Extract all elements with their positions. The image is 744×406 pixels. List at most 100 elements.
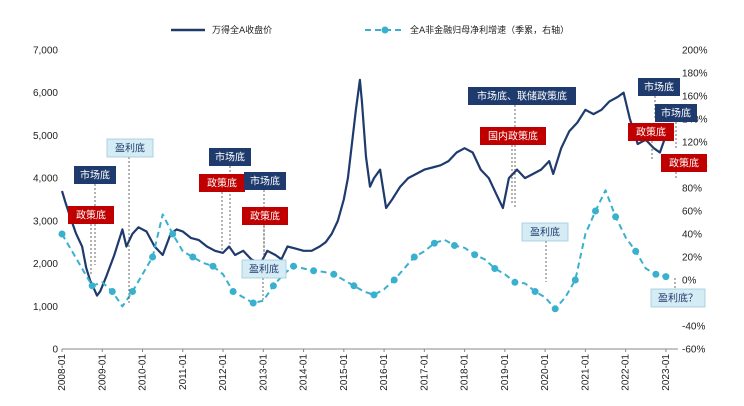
y-tick-left: 3,000 bbox=[33, 216, 58, 227]
series-2-point bbox=[430, 239, 438, 247]
legend-label-series-2: 全A非金融归母净利增速（季累，右轴） bbox=[410, 24, 569, 36]
series-2-point bbox=[390, 276, 398, 284]
annotation-label: 政策底 bbox=[207, 177, 237, 190]
series-2-point bbox=[592, 207, 599, 215]
annotation-label: 盈利底 bbox=[115, 142, 145, 155]
annotation-box bbox=[244, 172, 286, 190]
axes: 0 1,000 2,000 3,000 4,000 5,000 6,000 7,000 -60%… bbox=[33, 46, 708, 391]
series-2-point bbox=[350, 282, 358, 290]
y-tick-right: -40% bbox=[682, 322, 705, 333]
series-2-point bbox=[269, 282, 277, 290]
series-2-point bbox=[652, 270, 660, 278]
annotation-box bbox=[661, 154, 707, 172]
annotation-label: 政策底 bbox=[76, 209, 106, 222]
series-2-point bbox=[571, 276, 579, 284]
annotation-box bbox=[74, 166, 116, 184]
y-tick-left: 4,000 bbox=[33, 174, 58, 185]
series-2-point bbox=[491, 265, 499, 272]
y-tick-right: 160% bbox=[682, 92, 708, 103]
x-tick-label: 2022-01 bbox=[621, 354, 632, 391]
y-tick-right: 200% bbox=[682, 46, 708, 57]
series-2-point bbox=[88, 282, 96, 290]
annotation-label: 政策底 bbox=[636, 126, 666, 139]
series-layer bbox=[58, 78, 675, 313]
series-2-point bbox=[612, 213, 620, 221]
series-2-point bbox=[370, 291, 378, 299]
series-2-point bbox=[310, 267, 318, 275]
x-tick-label: 2015-01 bbox=[339, 354, 350, 391]
series-2-point bbox=[410, 253, 418, 261]
x-tick-label: 2011-01 bbox=[178, 354, 189, 390]
annotation-label: 盈利底？ bbox=[658, 292, 698, 305]
series-2-point bbox=[108, 288, 116, 295]
annotation-box bbox=[199, 174, 245, 192]
annotation-box bbox=[242, 207, 288, 225]
legend-marker-series-2 bbox=[381, 26, 389, 34]
annotation-box bbox=[650, 288, 706, 308]
series-2-point bbox=[632, 247, 640, 255]
annotation-label: 政策底 bbox=[250, 210, 280, 223]
series-2-point bbox=[169, 230, 177, 238]
series-2-point bbox=[249, 299, 257, 307]
series-2-point bbox=[551, 305, 559, 313]
annotation-label: 国内政策底 bbox=[488, 130, 538, 143]
y-tick-left: 7,000 bbox=[33, 46, 58, 57]
series-2-point bbox=[209, 262, 217, 270]
y-tick-right: 20% bbox=[682, 253, 702, 264]
annotation-box bbox=[468, 87, 576, 105]
x-tick-label: 2008-01 bbox=[57, 354, 68, 391]
annotation-label: 市场底 bbox=[250, 175, 280, 188]
series-2-point bbox=[330, 270, 338, 278]
y-tick-left: 0 bbox=[52, 345, 58, 356]
series-2-point bbox=[229, 288, 237, 295]
annotation-label: 市场底、联储政策底 bbox=[477, 90, 567, 103]
annotation-label: 市场底 bbox=[215, 151, 245, 164]
annotation-box bbox=[638, 78, 680, 96]
series-2-point bbox=[451, 242, 458, 249]
y-tick-right: 120% bbox=[682, 138, 708, 149]
y-tick-right: 180% bbox=[682, 69, 708, 80]
series-2-point bbox=[471, 251, 479, 259]
x-tick-label: 2012-01 bbox=[218, 354, 229, 391]
series-2-point bbox=[290, 262, 297, 270]
y-tick-right: 40% bbox=[682, 230, 702, 241]
x-tick-label: 2010-01 bbox=[138, 354, 149, 391]
annotation-box bbox=[241, 259, 287, 279]
annotation-box bbox=[521, 222, 569, 242]
x-tick-label: 2018-01 bbox=[460, 354, 471, 391]
annotation-box bbox=[480, 127, 546, 145]
x-tick-label: 2009-01 bbox=[97, 354, 108, 391]
x-tick-label: 2014-01 bbox=[299, 354, 310, 391]
y-tick-right: 60% bbox=[682, 207, 702, 218]
y-tick-right: 80% bbox=[682, 184, 702, 195]
y-tick-left: 2,000 bbox=[33, 259, 58, 270]
annotation-box bbox=[628, 123, 674, 141]
y-tick-left: 1,000 bbox=[33, 302, 58, 313]
x-tick-label: 2017-01 bbox=[419, 354, 430, 391]
series-line-2 bbox=[61, 189, 667, 310]
annotation-label: 盈利底 bbox=[249, 263, 279, 276]
x-tick-label: 2021-01 bbox=[580, 354, 591, 391]
series-2-point bbox=[129, 288, 136, 295]
annotation-box bbox=[68, 206, 114, 224]
x-tick-label: 2019-01 bbox=[500, 354, 511, 391]
series-2-point bbox=[58, 230, 66, 238]
series-2-point bbox=[189, 253, 197, 261]
x-tick-label: 2020-01 bbox=[540, 354, 551, 391]
annotation-box bbox=[209, 148, 251, 166]
annotation-label: 市场底 bbox=[661, 107, 691, 120]
annotation-box bbox=[655, 104, 697, 122]
annotation-label: 盈利底 bbox=[530, 226, 560, 239]
y-tick-right: -60% bbox=[682, 345, 705, 356]
series-2-point bbox=[531, 288, 539, 295]
x-tick-label: 2013-01 bbox=[258, 354, 269, 391]
y-tick-left: 6,000 bbox=[33, 88, 58, 99]
y-tick-right: 0% bbox=[682, 276, 697, 287]
series-2-point bbox=[149, 253, 157, 261]
annotation-box bbox=[106, 138, 154, 158]
legend-label-series-1: 万得全A收盘价 bbox=[212, 24, 272, 36]
series-2-point bbox=[511, 278, 519, 286]
legend: 万得全A收盘价 全A非金融归母净利增速（季累，右轴） bbox=[171, 24, 569, 36]
